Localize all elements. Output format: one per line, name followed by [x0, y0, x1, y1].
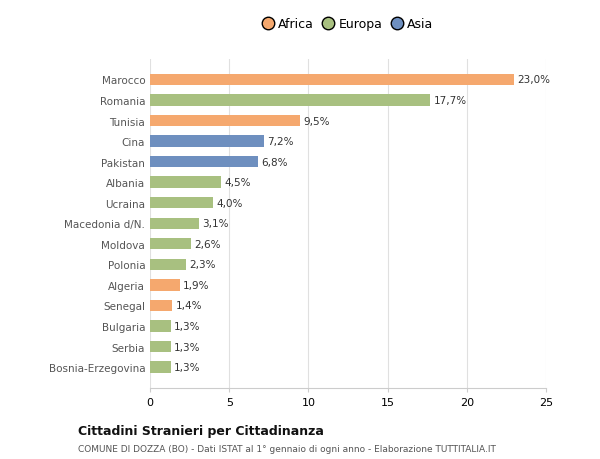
Bar	[150, 198, 214, 209]
Text: 1,3%: 1,3%	[174, 362, 200, 372]
Bar	[150, 95, 430, 106]
Bar	[150, 300, 172, 311]
Bar	[150, 341, 170, 353]
Bar	[150, 157, 258, 168]
Text: 2,3%: 2,3%	[190, 260, 216, 270]
Text: Cittadini Stranieri per Cittadinanza: Cittadini Stranieri per Cittadinanza	[78, 424, 324, 437]
Bar	[150, 116, 301, 127]
Bar	[150, 177, 221, 188]
Text: COMUNE DI DOZZA (BO) - Dati ISTAT al 1° gennaio di ogni anno - Elaborazione TUTT: COMUNE DI DOZZA (BO) - Dati ISTAT al 1° …	[78, 444, 496, 453]
Legend: Africa, Europa, Asia: Africa, Europa, Asia	[257, 13, 439, 36]
Text: 1,9%: 1,9%	[183, 280, 210, 290]
Text: 23,0%: 23,0%	[517, 75, 550, 85]
Bar	[150, 75, 514, 86]
Text: 6,8%: 6,8%	[261, 157, 287, 167]
Text: 4,0%: 4,0%	[217, 198, 243, 208]
Bar	[150, 321, 170, 332]
Bar	[150, 136, 264, 147]
Bar	[150, 362, 170, 373]
Text: 1,4%: 1,4%	[175, 301, 202, 311]
Text: 9,5%: 9,5%	[304, 116, 330, 126]
Bar	[150, 280, 180, 291]
Text: 17,7%: 17,7%	[434, 96, 467, 106]
Bar	[150, 259, 187, 270]
Text: 1,3%: 1,3%	[174, 342, 200, 352]
Text: 1,3%: 1,3%	[174, 321, 200, 331]
Bar	[150, 218, 199, 230]
Text: 4,5%: 4,5%	[224, 178, 251, 188]
Text: 3,1%: 3,1%	[202, 219, 229, 229]
Bar	[150, 239, 191, 250]
Text: 7,2%: 7,2%	[267, 137, 294, 147]
Text: 2,6%: 2,6%	[194, 239, 221, 249]
